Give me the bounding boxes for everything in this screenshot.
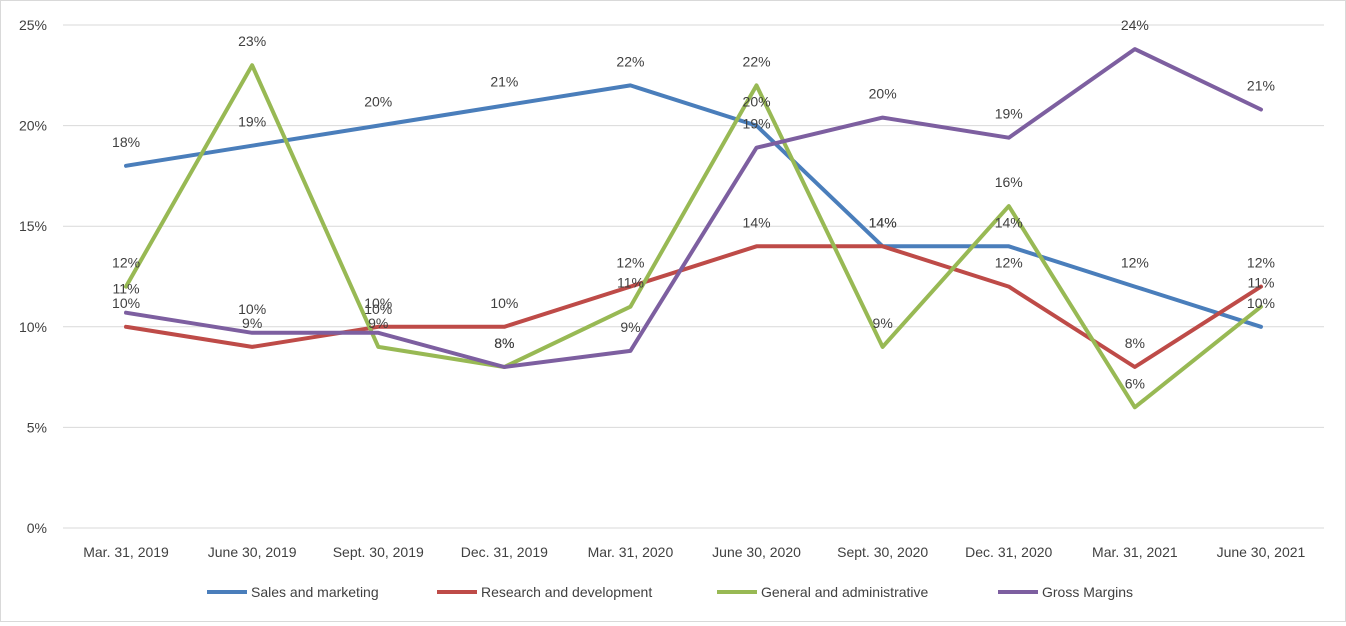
data-label: 11% bbox=[617, 275, 644, 291]
data-labels: 18%19%20%21%22%20%14% 14%12%10%10%9%10% 10… bbox=[112, 17, 1275, 391]
data-label: 11% bbox=[1247, 275, 1274, 291]
x-tick-label: June 30, 2019 bbox=[208, 544, 297, 560]
data-label: 12% bbox=[616, 255, 644, 271]
data-label: 16% bbox=[995, 174, 1023, 190]
data-label: 12% bbox=[1121, 255, 1149, 271]
data-label: 12% bbox=[1247, 255, 1275, 271]
data-label: 9% bbox=[368, 315, 388, 331]
legend-label: Gross Margins bbox=[1042, 584, 1133, 600]
data-label: 20% bbox=[869, 86, 897, 102]
x-tick-label: June 30, 2021 bbox=[1217, 544, 1306, 560]
data-label: 10% bbox=[364, 295, 392, 311]
y-tick-label: 5% bbox=[27, 419, 47, 435]
data-label: 14% bbox=[995, 214, 1023, 230]
data-label: 22% bbox=[743, 53, 771, 69]
data-label: 22% bbox=[616, 53, 644, 69]
series-line-0 bbox=[124, 83, 1263, 329]
x-tick-label: Mar. 31, 2021 bbox=[1092, 544, 1178, 560]
data-label: 21% bbox=[1247, 78, 1275, 94]
y-tick-label: 20% bbox=[19, 118, 47, 134]
data-label: 10% bbox=[490, 295, 518, 311]
data-label: 19% bbox=[743, 116, 771, 132]
data-label: 18% bbox=[112, 134, 140, 150]
data-label: 8% bbox=[494, 335, 514, 351]
legend-label: Research and development bbox=[481, 584, 652, 600]
data-label: 10% bbox=[364, 301, 392, 317]
x-tick-label: Dec. 31, 2019 bbox=[461, 544, 548, 560]
series-lines bbox=[124, 47, 1263, 410]
x-tick-label: Sept. 30, 2020 bbox=[837, 544, 928, 560]
data-label: 19% bbox=[238, 114, 266, 130]
legend-label: Sales and marketing bbox=[251, 584, 379, 600]
x-axis: Mar. 31, 2019 June 30, 2019 Sept. 30, 2019… bbox=[83, 544, 1305, 560]
series-line-3 bbox=[124, 47, 1263, 369]
data-label: 14% bbox=[869, 214, 897, 230]
x-tick-label: Mar. 31, 2020 bbox=[588, 544, 674, 560]
data-label: 19% bbox=[995, 106, 1023, 122]
data-label: 24% bbox=[1121, 17, 1149, 33]
data-label: 8% bbox=[1125, 335, 1145, 351]
data-label: 9% bbox=[873, 315, 893, 331]
x-tick-label: June 30, 2020 bbox=[712, 544, 801, 560]
data-label: 14% bbox=[743, 214, 771, 230]
y-axis: 0% 5% 10% 15% 20% 25% bbox=[19, 17, 47, 536]
x-tick-label: Mar. 31, 2019 bbox=[83, 544, 169, 560]
data-label: 12% bbox=[995, 255, 1023, 271]
data-label: 12% bbox=[112, 255, 140, 271]
data-label: 10% bbox=[1247, 295, 1275, 311]
data-label: 9% bbox=[620, 319, 640, 335]
data-label: 9% bbox=[242, 315, 262, 331]
x-tick-label: Sept. 30, 2019 bbox=[333, 544, 424, 560]
data-label: 21% bbox=[490, 73, 518, 89]
data-label: 20% bbox=[743, 94, 771, 110]
data-label: 14% bbox=[869, 214, 897, 230]
data-label: 11% bbox=[113, 281, 140, 297]
gridlines bbox=[63, 24, 1324, 529]
y-tick-label: 15% bbox=[19, 218, 47, 234]
x-tick-label: Dec. 31, 2020 bbox=[965, 544, 1052, 560]
data-label: 23% bbox=[238, 33, 266, 49]
y-tick-label: 25% bbox=[19, 17, 47, 33]
data-label: 20% bbox=[364, 94, 392, 110]
y-tick-label: 0% bbox=[27, 520, 47, 536]
legend: Sales and marketing Research and developm… bbox=[207, 584, 1133, 600]
y-tick-label: 10% bbox=[19, 319, 47, 335]
data-label: 8% bbox=[494, 335, 514, 351]
data-label: 6% bbox=[1125, 375, 1145, 391]
legend-label: General and administrative bbox=[761, 584, 929, 600]
data-label: 10% bbox=[112, 295, 140, 311]
series-line-1 bbox=[124, 244, 1263, 369]
series-line-2 bbox=[124, 63, 1263, 410]
data-label: 10% bbox=[238, 301, 266, 317]
